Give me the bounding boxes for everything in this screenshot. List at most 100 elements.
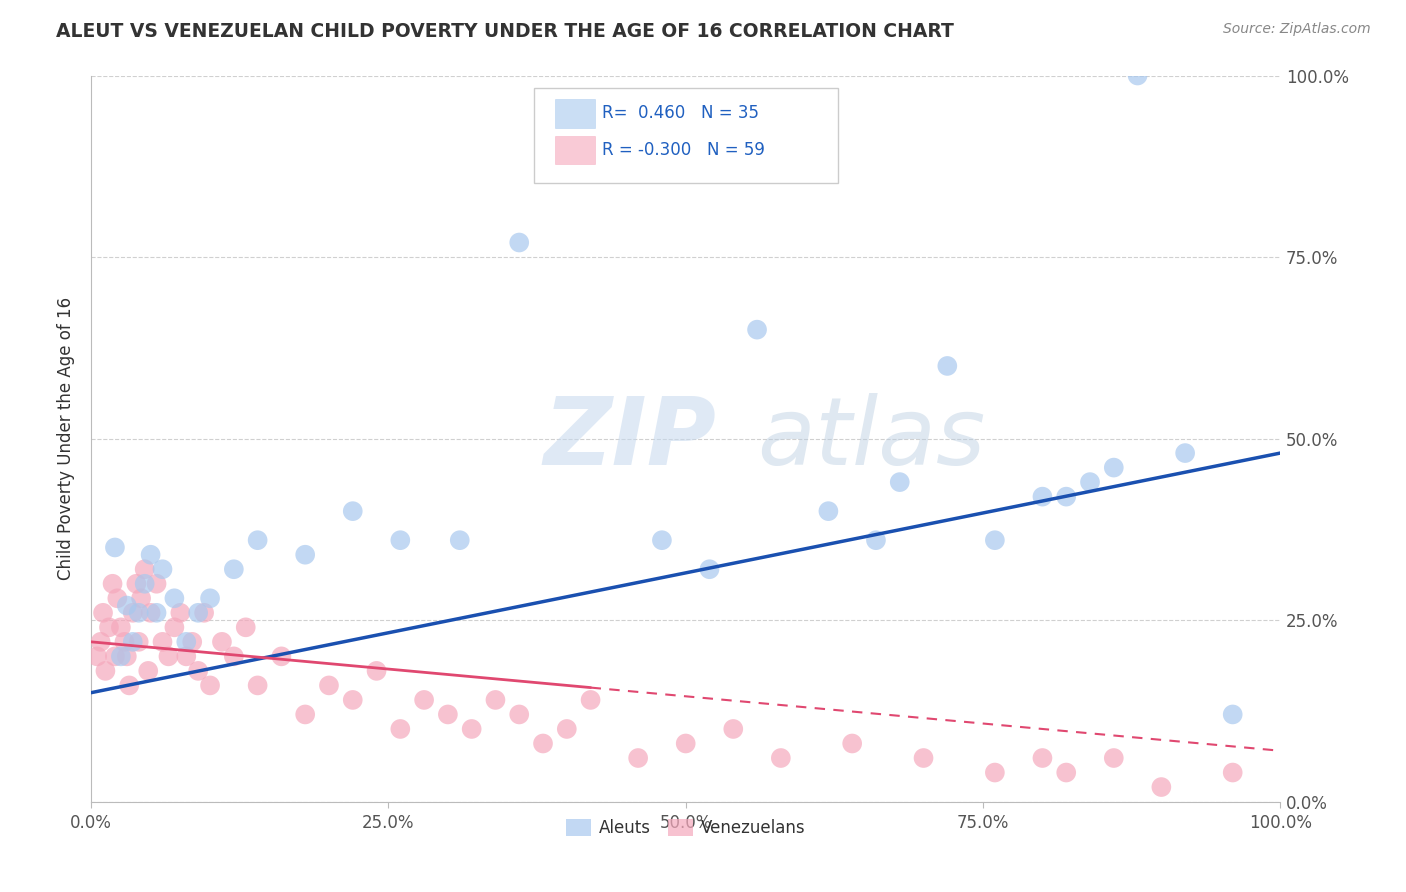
- Point: [134, 562, 156, 576]
- Point: [152, 562, 174, 576]
- Point: [139, 548, 162, 562]
- Point: [745, 323, 768, 337]
- Point: [115, 599, 138, 613]
- Point: [270, 649, 292, 664]
- Point: [342, 693, 364, 707]
- Point: [1054, 765, 1077, 780]
- Point: [1222, 765, 1244, 780]
- Point: [294, 548, 316, 562]
- Point: [139, 606, 162, 620]
- Point: [484, 693, 506, 707]
- Point: [912, 751, 935, 765]
- Point: [1054, 490, 1077, 504]
- Point: [134, 576, 156, 591]
- Point: [94, 664, 117, 678]
- Point: [125, 576, 148, 591]
- Point: [984, 765, 1007, 780]
- Point: [449, 533, 471, 548]
- Point: [163, 591, 186, 606]
- Point: [198, 678, 221, 692]
- Point: [936, 359, 959, 373]
- Point: [508, 235, 530, 250]
- Point: [104, 541, 127, 555]
- Point: [723, 722, 745, 736]
- Point: [1174, 446, 1197, 460]
- FancyBboxPatch shape: [555, 136, 595, 164]
- Point: [145, 606, 167, 620]
- Point: [508, 707, 530, 722]
- Point: [222, 562, 245, 576]
- Point: [318, 678, 340, 692]
- Point: [865, 533, 887, 548]
- Point: [90, 635, 112, 649]
- Point: [555, 722, 578, 736]
- Text: R = -0.300   N = 59: R = -0.300 N = 59: [602, 141, 765, 159]
- Point: [1150, 780, 1173, 794]
- Point: [1126, 69, 1149, 83]
- Text: ZIP: ZIP: [543, 392, 716, 484]
- Y-axis label: Child Poverty Under the Age of 16: Child Poverty Under the Age of 16: [58, 297, 75, 580]
- Point: [181, 635, 204, 649]
- Point: [627, 751, 650, 765]
- Point: [98, 620, 121, 634]
- Text: atlas: atlas: [756, 393, 986, 484]
- Point: [1078, 475, 1101, 489]
- Point: [187, 606, 209, 620]
- Point: [145, 576, 167, 591]
- Point: [163, 620, 186, 634]
- Point: [769, 751, 792, 765]
- Point: [198, 591, 221, 606]
- Point: [211, 635, 233, 649]
- Point: [531, 737, 554, 751]
- Point: [437, 707, 460, 722]
- Point: [118, 678, 141, 692]
- Point: [1222, 707, 1244, 722]
- Point: [389, 722, 412, 736]
- Point: [651, 533, 673, 548]
- Point: [984, 533, 1007, 548]
- FancyBboxPatch shape: [533, 88, 838, 183]
- Point: [128, 635, 150, 649]
- Point: [110, 649, 132, 664]
- Point: [889, 475, 911, 489]
- Point: [128, 606, 150, 620]
- Point: [235, 620, 257, 634]
- Point: [460, 722, 482, 736]
- Text: R=  0.460   N = 35: R= 0.460 N = 35: [602, 104, 759, 122]
- Point: [413, 693, 436, 707]
- Point: [1031, 751, 1053, 765]
- Point: [675, 737, 697, 751]
- Point: [169, 606, 191, 620]
- Point: [193, 606, 215, 620]
- Point: [841, 737, 863, 751]
- Point: [115, 649, 138, 664]
- Point: [121, 606, 143, 620]
- Point: [110, 620, 132, 634]
- Point: [105, 591, 128, 606]
- Point: [817, 504, 839, 518]
- Point: [101, 576, 124, 591]
- Point: [136, 664, 159, 678]
- Point: [1102, 460, 1125, 475]
- Point: [246, 678, 269, 692]
- Point: [342, 504, 364, 518]
- Point: [699, 562, 721, 576]
- Point: [1031, 490, 1053, 504]
- Point: [294, 707, 316, 722]
- Point: [579, 693, 602, 707]
- Point: [129, 591, 152, 606]
- Point: [366, 664, 388, 678]
- Point: [157, 649, 180, 664]
- Point: [104, 649, 127, 664]
- Point: [152, 635, 174, 649]
- FancyBboxPatch shape: [555, 100, 595, 128]
- Point: [222, 649, 245, 664]
- Point: [246, 533, 269, 548]
- Point: [174, 635, 197, 649]
- Point: [187, 664, 209, 678]
- Point: [114, 635, 136, 649]
- Point: [86, 649, 108, 664]
- Point: [91, 606, 114, 620]
- Text: ALEUT VS VENEZUELAN CHILD POVERTY UNDER THE AGE OF 16 CORRELATION CHART: ALEUT VS VENEZUELAN CHILD POVERTY UNDER …: [56, 22, 955, 41]
- Text: Source: ZipAtlas.com: Source: ZipAtlas.com: [1223, 22, 1371, 37]
